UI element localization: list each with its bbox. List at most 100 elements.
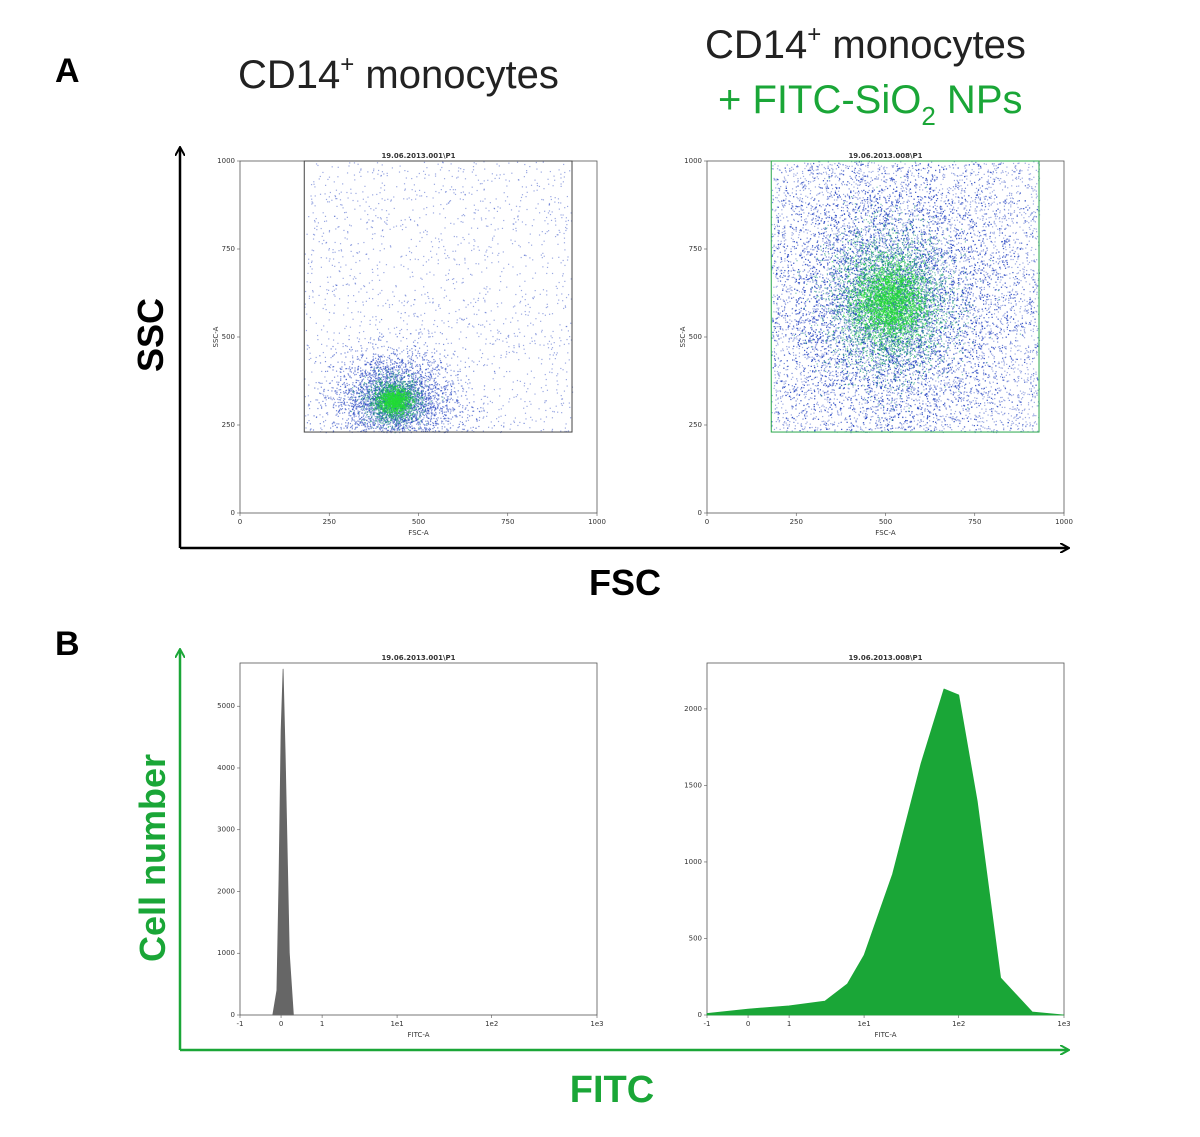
event-dot <box>331 200 332 201</box>
event-dot <box>383 372 384 373</box>
event-dot <box>526 186 527 187</box>
event-dot <box>405 367 406 368</box>
event-dot <box>481 399 482 400</box>
event-dot <box>377 268 378 269</box>
event-dot <box>424 381 425 382</box>
event-dot <box>310 401 311 402</box>
event-dot <box>461 395 462 396</box>
event-dot <box>360 422 361 423</box>
event-dot <box>341 369 342 370</box>
event-dot <box>518 329 519 330</box>
event-dot <box>494 373 495 374</box>
event-dot <box>361 420 362 421</box>
event-dot <box>439 358 440 359</box>
event-dot <box>533 219 534 220</box>
event-dot <box>489 288 490 289</box>
event-dot <box>429 302 430 303</box>
event-dot <box>426 273 427 274</box>
event-dot <box>499 339 500 340</box>
event-dot <box>481 219 482 220</box>
event-dot <box>428 429 429 430</box>
event-dot <box>349 335 350 336</box>
event-dot <box>416 400 417 401</box>
event-dot <box>407 324 408 325</box>
event-dot <box>373 376 374 377</box>
event-dot <box>321 408 322 409</box>
event-dot <box>557 380 558 381</box>
event-dot <box>520 301 521 302</box>
event-dot <box>479 411 480 412</box>
event-dot <box>406 255 407 256</box>
event-dot <box>461 318 462 319</box>
y-tick-label: 750 <box>222 245 235 253</box>
event-dot <box>308 259 309 260</box>
event-dot <box>353 385 354 386</box>
event-dot <box>377 421 378 422</box>
event-dot <box>327 412 328 413</box>
event-dot <box>463 429 464 430</box>
event-dot <box>394 392 395 393</box>
event-dot <box>393 353 394 354</box>
event-dot <box>427 410 428 411</box>
event-dot <box>437 408 438 409</box>
event-dot <box>562 405 563 406</box>
event-dot <box>339 389 340 390</box>
event-dot <box>532 225 533 226</box>
event-dot <box>370 337 371 338</box>
event-dot <box>372 272 373 273</box>
event-dot <box>472 388 473 389</box>
event-dot <box>319 393 320 394</box>
event-dot <box>394 208 395 209</box>
event-dot <box>547 223 548 224</box>
event-dot <box>500 174 501 175</box>
event-dot <box>372 238 373 239</box>
event-dot <box>431 352 432 353</box>
event-dot <box>352 403 353 404</box>
event-dot <box>563 181 564 182</box>
event-dot <box>526 391 527 392</box>
event-dot <box>400 165 401 166</box>
event-dot <box>360 273 361 274</box>
event-dot <box>365 416 366 417</box>
event-dot <box>447 421 448 422</box>
event-dot <box>479 417 480 418</box>
event-dot <box>365 403 366 404</box>
event-dot <box>541 254 542 255</box>
event-dot <box>394 296 395 297</box>
event-dot <box>433 423 434 424</box>
event-dot <box>336 423 337 424</box>
event-dot <box>535 208 536 209</box>
event-dot <box>308 420 309 421</box>
event-dot <box>360 176 361 177</box>
event-dot <box>478 180 479 181</box>
event-dot <box>339 411 340 412</box>
event-dot <box>369 376 370 377</box>
event-dot <box>365 399 366 400</box>
event-dot <box>427 398 428 399</box>
event-dot <box>345 384 346 385</box>
event-dot <box>371 412 372 413</box>
event-dot <box>377 362 378 363</box>
event-dot <box>497 330 498 331</box>
event-dot <box>354 209 355 210</box>
event-dot <box>366 387 367 388</box>
event-dot <box>472 187 473 188</box>
event-dot <box>321 429 322 430</box>
event-dot <box>310 266 311 267</box>
event-dot <box>432 197 433 198</box>
event-dot <box>472 325 473 326</box>
event-dot <box>515 228 516 229</box>
event-dot <box>424 427 425 428</box>
event-dot <box>417 224 418 225</box>
event-dot <box>387 173 388 174</box>
event-dot <box>402 224 403 225</box>
event-dot <box>418 406 419 407</box>
event-dot <box>352 364 353 365</box>
event-dot <box>358 243 359 244</box>
event-dot <box>462 215 463 216</box>
event-dot <box>437 326 438 327</box>
event-dot <box>383 173 384 174</box>
event-dot <box>335 196 336 197</box>
event-dot <box>341 409 342 410</box>
event-dot <box>424 359 425 360</box>
